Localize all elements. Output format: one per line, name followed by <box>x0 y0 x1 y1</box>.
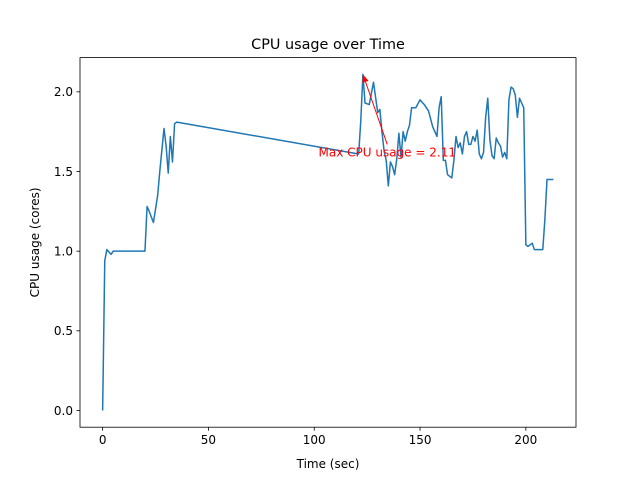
y-tick-label: 0.0 <box>54 404 73 418</box>
chart-title: CPU usage over Time <box>251 37 405 53</box>
x-tick-label: 150 <box>409 433 432 447</box>
axes-frame <box>79 57 577 428</box>
annotation-label: Max CPU usage = 2.11 <box>319 145 456 159</box>
series-line-0 <box>101 73 554 411</box>
y-tick-label: 1.0 <box>54 244 73 258</box>
y-tick-label: 2.0 <box>54 85 73 99</box>
y-axis-label: CPU usage (cores) <box>28 187 42 297</box>
max-annotation: Max CPU usage = 2.11 <box>319 74 456 159</box>
y-tick-label: 1.5 <box>54 165 73 179</box>
x-tick-label: 0 <box>99 433 107 447</box>
x-axis-label: Time (sec) <box>296 457 360 471</box>
annotation-arrowhead <box>362 74 369 83</box>
plot-area <box>101 73 554 411</box>
x-tick-label: 50 <box>201 433 216 447</box>
y-tick-label: 0.5 <box>54 324 73 338</box>
axis-ticks: 0 50 100 150 200 0.0 0.5 1.0 1.5 2.0 <box>54 85 537 447</box>
x-tick-label: 100 <box>303 433 326 447</box>
x-tick-label: 200 <box>514 433 537 447</box>
annotation-arrow <box>365 81 388 145</box>
